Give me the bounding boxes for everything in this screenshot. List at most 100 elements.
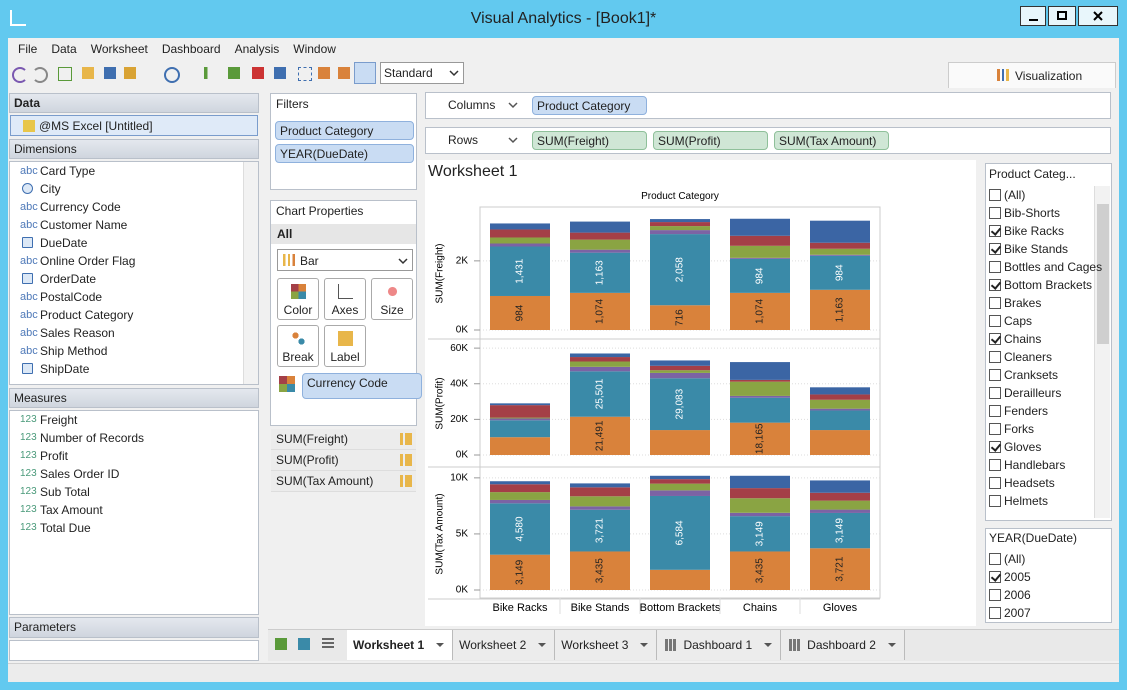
- measure-item[interactable]: 123 Sales Order ID: [20, 465, 144, 483]
- checkbox[interactable]: [989, 189, 1001, 201]
- filter-option[interactable]: 2005: [989, 568, 1031, 586]
- checkbox[interactable]: [989, 333, 1002, 345]
- dimension-item[interactable]: OrderDate: [20, 270, 135, 288]
- checkbox[interactable]: [989, 207, 1001, 219]
- property-measure-row[interactable]: SUM(Profit): [271, 450, 416, 471]
- dimension-item[interactable]: City: [20, 180, 135, 198]
- filter-option[interactable]: Handlebars: [989, 456, 1102, 474]
- property-button[interactable]: Label: [324, 325, 366, 367]
- mark-type-select[interactable]: Bar: [277, 249, 413, 271]
- view-select[interactable]: Standard: [380, 62, 464, 84]
- menu-item[interactable]: Analysis: [234, 42, 280, 56]
- checkbox[interactable]: [989, 571, 1002, 583]
- checkbox[interactable]: [989, 477, 1001, 489]
- visualization-tab[interactable]: Visualization: [948, 62, 1116, 88]
- checkbox[interactable]: [989, 405, 1001, 417]
- filter-option[interactable]: Bottles and Cages: [989, 258, 1102, 276]
- checkbox[interactable]: [989, 495, 1001, 507]
- checkbox[interactable]: [989, 607, 1001, 619]
- checkbox[interactable]: [989, 387, 1001, 399]
- measure-item[interactable]: 123 Number of Records: [20, 429, 144, 447]
- row-pill[interactable]: SUM(Profit): [653, 131, 768, 150]
- filter-option[interactable]: Bike Stands: [989, 240, 1102, 258]
- filter-pill[interactable]: Product Category: [275, 121, 414, 140]
- menu-item[interactable]: Data: [51, 42, 77, 56]
- property-measure-row[interactable]: SUM(Freight): [271, 429, 416, 450]
- tab-list-icon[interactable]: [322, 638, 334, 650]
- filter-option[interactable]: (All): [989, 186, 1102, 204]
- property-button[interactable]: Axes: [324, 278, 366, 320]
- filter-option[interactable]: Caps: [989, 312, 1102, 330]
- menu-item[interactable]: Window: [293, 42, 336, 56]
- checkbox[interactable]: [989, 261, 1001, 273]
- checkbox[interactable]: [989, 369, 1001, 381]
- measure-item[interactable]: 123 Sub Total: [20, 483, 144, 501]
- new-worksheet-icon[interactable]: [275, 638, 287, 650]
- checkbox[interactable]: [989, 225, 1002, 237]
- sheet-tab[interactable]: Worksheet 2: [453, 630, 556, 660]
- dimension-item[interactable]: abc Card Type: [20, 162, 135, 180]
- dimension-item[interactable]: abc Sales Reason: [20, 324, 135, 342]
- new-dashboard-icon[interactable]: [298, 638, 310, 650]
- property-button[interactable]: Size: [371, 278, 413, 320]
- filter-option[interactable]: Brakes: [989, 294, 1102, 312]
- filter-scrollbar[interactable]: [1094, 186, 1110, 518]
- filter-option[interactable]: Headsets: [989, 474, 1102, 492]
- property-measure-row[interactable]: SUM(Tax Amount): [271, 471, 416, 492]
- checkbox[interactable]: [989, 279, 1002, 291]
- filter-option[interactable]: Bike Racks: [989, 222, 1102, 240]
- row-pill[interactable]: SUM(Tax Amount): [774, 131, 889, 150]
- section-all[interactable]: All: [271, 224, 416, 244]
- measure-item[interactable]: 123 Tax Amount: [20, 501, 144, 519]
- sheet-tab[interactable]: Dashboard 1: [657, 630, 782, 660]
- filter-pill[interactable]: YEAR(DueDate): [275, 144, 414, 163]
- sheet-tab[interactable]: Worksheet 1: [347, 630, 454, 660]
- filter-option[interactable]: Derailleurs: [989, 384, 1102, 402]
- row-pill[interactable]: SUM(Freight): [532, 131, 647, 150]
- filter-option[interactable]: Gloves: [989, 438, 1102, 456]
- scrollbar[interactable]: [243, 162, 258, 384]
- parameters-box[interactable]: [9, 640, 259, 661]
- sheet-tab[interactable]: Worksheet 3: [555, 630, 658, 660]
- filter-option[interactable]: Forks: [989, 420, 1102, 438]
- checkbox[interactable]: [989, 315, 1001, 327]
- filter-option[interactable]: Bottom Brackets: [989, 276, 1102, 294]
- menu-item[interactable]: Worksheet: [90, 42, 148, 56]
- dimension-item[interactable]: abc Ship Method: [20, 342, 135, 360]
- filter-option[interactable]: Chains: [989, 330, 1102, 348]
- minimize-button[interactable]: [1020, 6, 1046, 26]
- filter-option[interactable]: 2007: [989, 604, 1031, 622]
- data-source[interactable]: @MS Excel [Untitled]: [10, 115, 258, 136]
- filter-option[interactable]: (All): [989, 550, 1031, 568]
- checkbox[interactable]: [989, 553, 1001, 565]
- filter-option[interactable]: Helmets: [989, 492, 1102, 510]
- dimension-item[interactable]: abc Product Category: [20, 306, 135, 324]
- filter-option[interactable]: Cleaners: [989, 348, 1102, 366]
- measure-item[interactable]: 123 Total Due: [20, 519, 144, 537]
- maximize-button[interactable]: [1048, 6, 1076, 26]
- close-button[interactable]: [1078, 6, 1118, 26]
- property-button[interactable]: Break: [277, 325, 319, 367]
- checkbox[interactable]: [989, 459, 1001, 471]
- checkbox[interactable]: [989, 297, 1001, 309]
- dimension-item[interactable]: abc PostalCode: [20, 288, 135, 306]
- filter-option[interactable]: Bib-Shorts: [989, 204, 1102, 222]
- checkbox[interactable]: [989, 441, 1002, 453]
- filter-option[interactable]: 2006: [989, 586, 1031, 604]
- dimension-item[interactable]: DueDate: [20, 234, 135, 252]
- property-button[interactable]: Color: [277, 278, 319, 320]
- menu-item[interactable]: Dashboard: [161, 42, 221, 56]
- measure-item[interactable]: 123 Profit: [20, 447, 144, 465]
- dimension-item[interactable]: abc Currency Code: [20, 198, 135, 216]
- checkbox[interactable]: [989, 589, 1001, 601]
- filter-option[interactable]: Cranksets: [989, 366, 1102, 384]
- dimension-item[interactable]: abc Online Order Flag: [20, 252, 135, 270]
- checkbox[interactable]: [989, 423, 1001, 435]
- filter-option[interactable]: Fenders: [989, 402, 1102, 420]
- measure-item[interactable]: 123 Freight: [20, 411, 144, 429]
- menu-item[interactable]: File: [18, 42, 38, 56]
- dimension-item[interactable]: abc Customer Name: [20, 216, 135, 234]
- checkbox[interactable]: [989, 351, 1001, 363]
- column-pill[interactable]: Product Category: [532, 96, 647, 115]
- dimension-item[interactable]: ShipDate: [20, 360, 135, 378]
